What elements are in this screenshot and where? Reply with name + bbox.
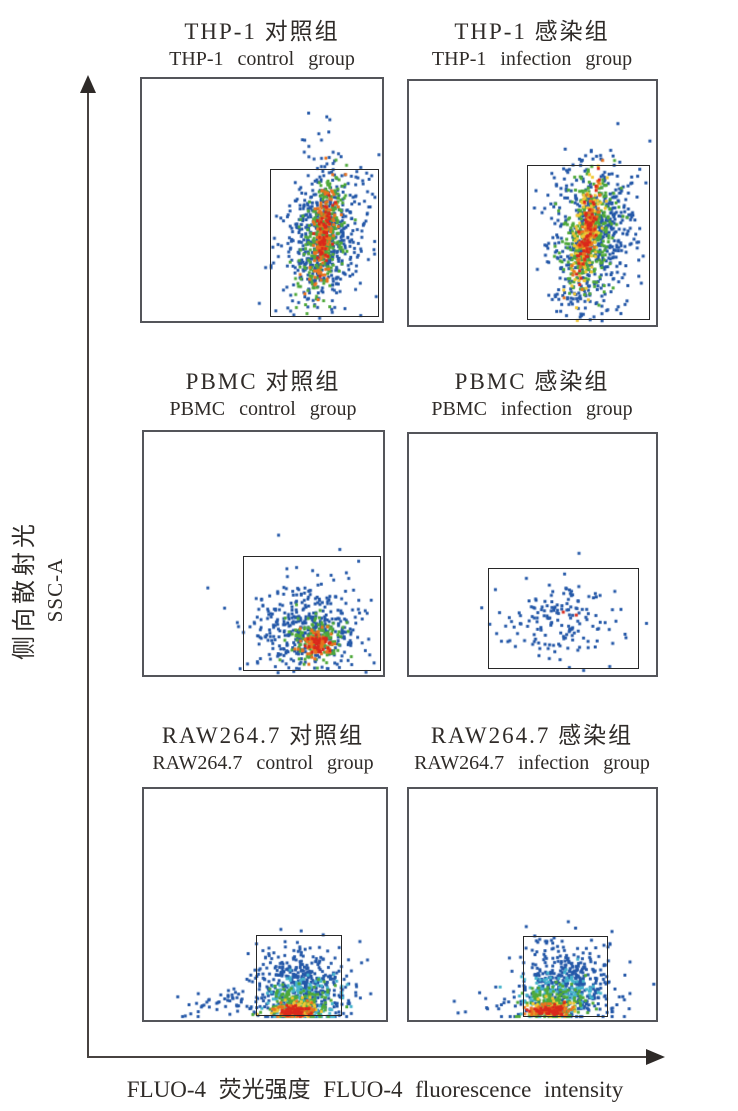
- panel-title-zh: THP-1 感染组: [454, 19, 610, 44]
- gate-box: [256, 934, 342, 1017]
- scatter-canvas: [144, 432, 383, 675]
- panel-title: RAW264.7 对照组 RAW264.7 control group: [93, 722, 433, 776]
- panel-title-zh: PBMC 感染组: [454, 369, 610, 394]
- x-axis-line: [88, 1056, 648, 1058]
- gate-box: [522, 935, 608, 1017]
- panel-title-en: THP-1 control group: [169, 47, 355, 70]
- panel-title: THP-1 对照组 THP-1 control group: [92, 18, 432, 72]
- y-axis-label-zh: 侧向散射光: [12, 520, 38, 660]
- panel-title-zh: PBMC 对照组: [185, 369, 341, 394]
- plot-raw264-infection: [407, 787, 658, 1022]
- plot-raw264-control: [142, 787, 388, 1022]
- panel-title-zh: THP-1 对照组: [184, 19, 340, 44]
- y-axis-label-en: SSC-A: [43, 557, 68, 623]
- gate-box: [488, 567, 640, 669]
- panel-title: THP-1 感染组 THP-1 infection group: [362, 18, 702, 72]
- scatter-canvas: [409, 81, 656, 325]
- panel-title: PBMC 对照组 PBMC control group: [93, 368, 433, 422]
- plot-pbmc-control: [142, 430, 385, 677]
- y-axis-arrowhead-icon: [80, 75, 96, 93]
- panel-title-en: RAW264.7 control group: [152, 751, 374, 774]
- plot-thp1-infection: [407, 79, 658, 327]
- scatter-canvas: [144, 789, 386, 1020]
- x-axis-label: FLUO-4 荧光强度 FLUO-4 fluorescence intensit…: [126, 1077, 624, 1102]
- panel-title: PBMC 感染组 PBMC infection group: [362, 368, 702, 422]
- panel-title-en: THP-1 infection group: [431, 47, 633, 70]
- panel-title-en: PBMC infection group: [431, 397, 633, 420]
- y-axis-line: [87, 92, 89, 1058]
- panel-title-en: PBMC control group: [169, 397, 357, 420]
- panel-title-en: RAW264.7 infection group: [414, 751, 650, 774]
- gate-box: [243, 555, 381, 672]
- plot-thp1-control: [140, 77, 384, 323]
- gate-box: [270, 168, 379, 318]
- panel-title: RAW264.7 感染组 RAW264.7 infection group: [362, 722, 702, 776]
- panel-title-zh: RAW264.7 感染组: [430, 723, 634, 748]
- scatter-canvas: [409, 789, 656, 1020]
- gate-box: [526, 165, 651, 321]
- y-axis-label: 侧向散射光 SSC-A: [9, 425, 77, 755]
- scatter-canvas: [409, 434, 656, 675]
- panel-title-zh: RAW264.7 对照组: [161, 723, 365, 748]
- x-axis-arrowhead-icon: [646, 1049, 665, 1065]
- scatter-canvas: [142, 79, 382, 321]
- plot-pbmc-infection: [407, 432, 658, 677]
